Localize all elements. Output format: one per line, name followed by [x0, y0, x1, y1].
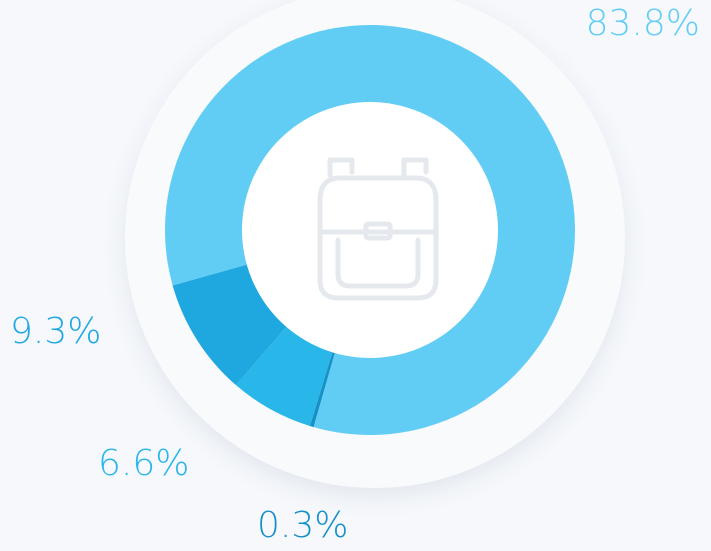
donut-segment — [165, 25, 576, 435]
value-label: 83.8% — [586, 3, 700, 44]
value-label: 9.3% — [10, 311, 101, 352]
value-label: 6.6% — [98, 443, 189, 484]
value-label: 0.3% — [257, 505, 348, 546]
donut-segment — [235, 320, 335, 426]
backpack-icon — [317, 157, 439, 301]
donut-segment — [309, 344, 337, 428]
